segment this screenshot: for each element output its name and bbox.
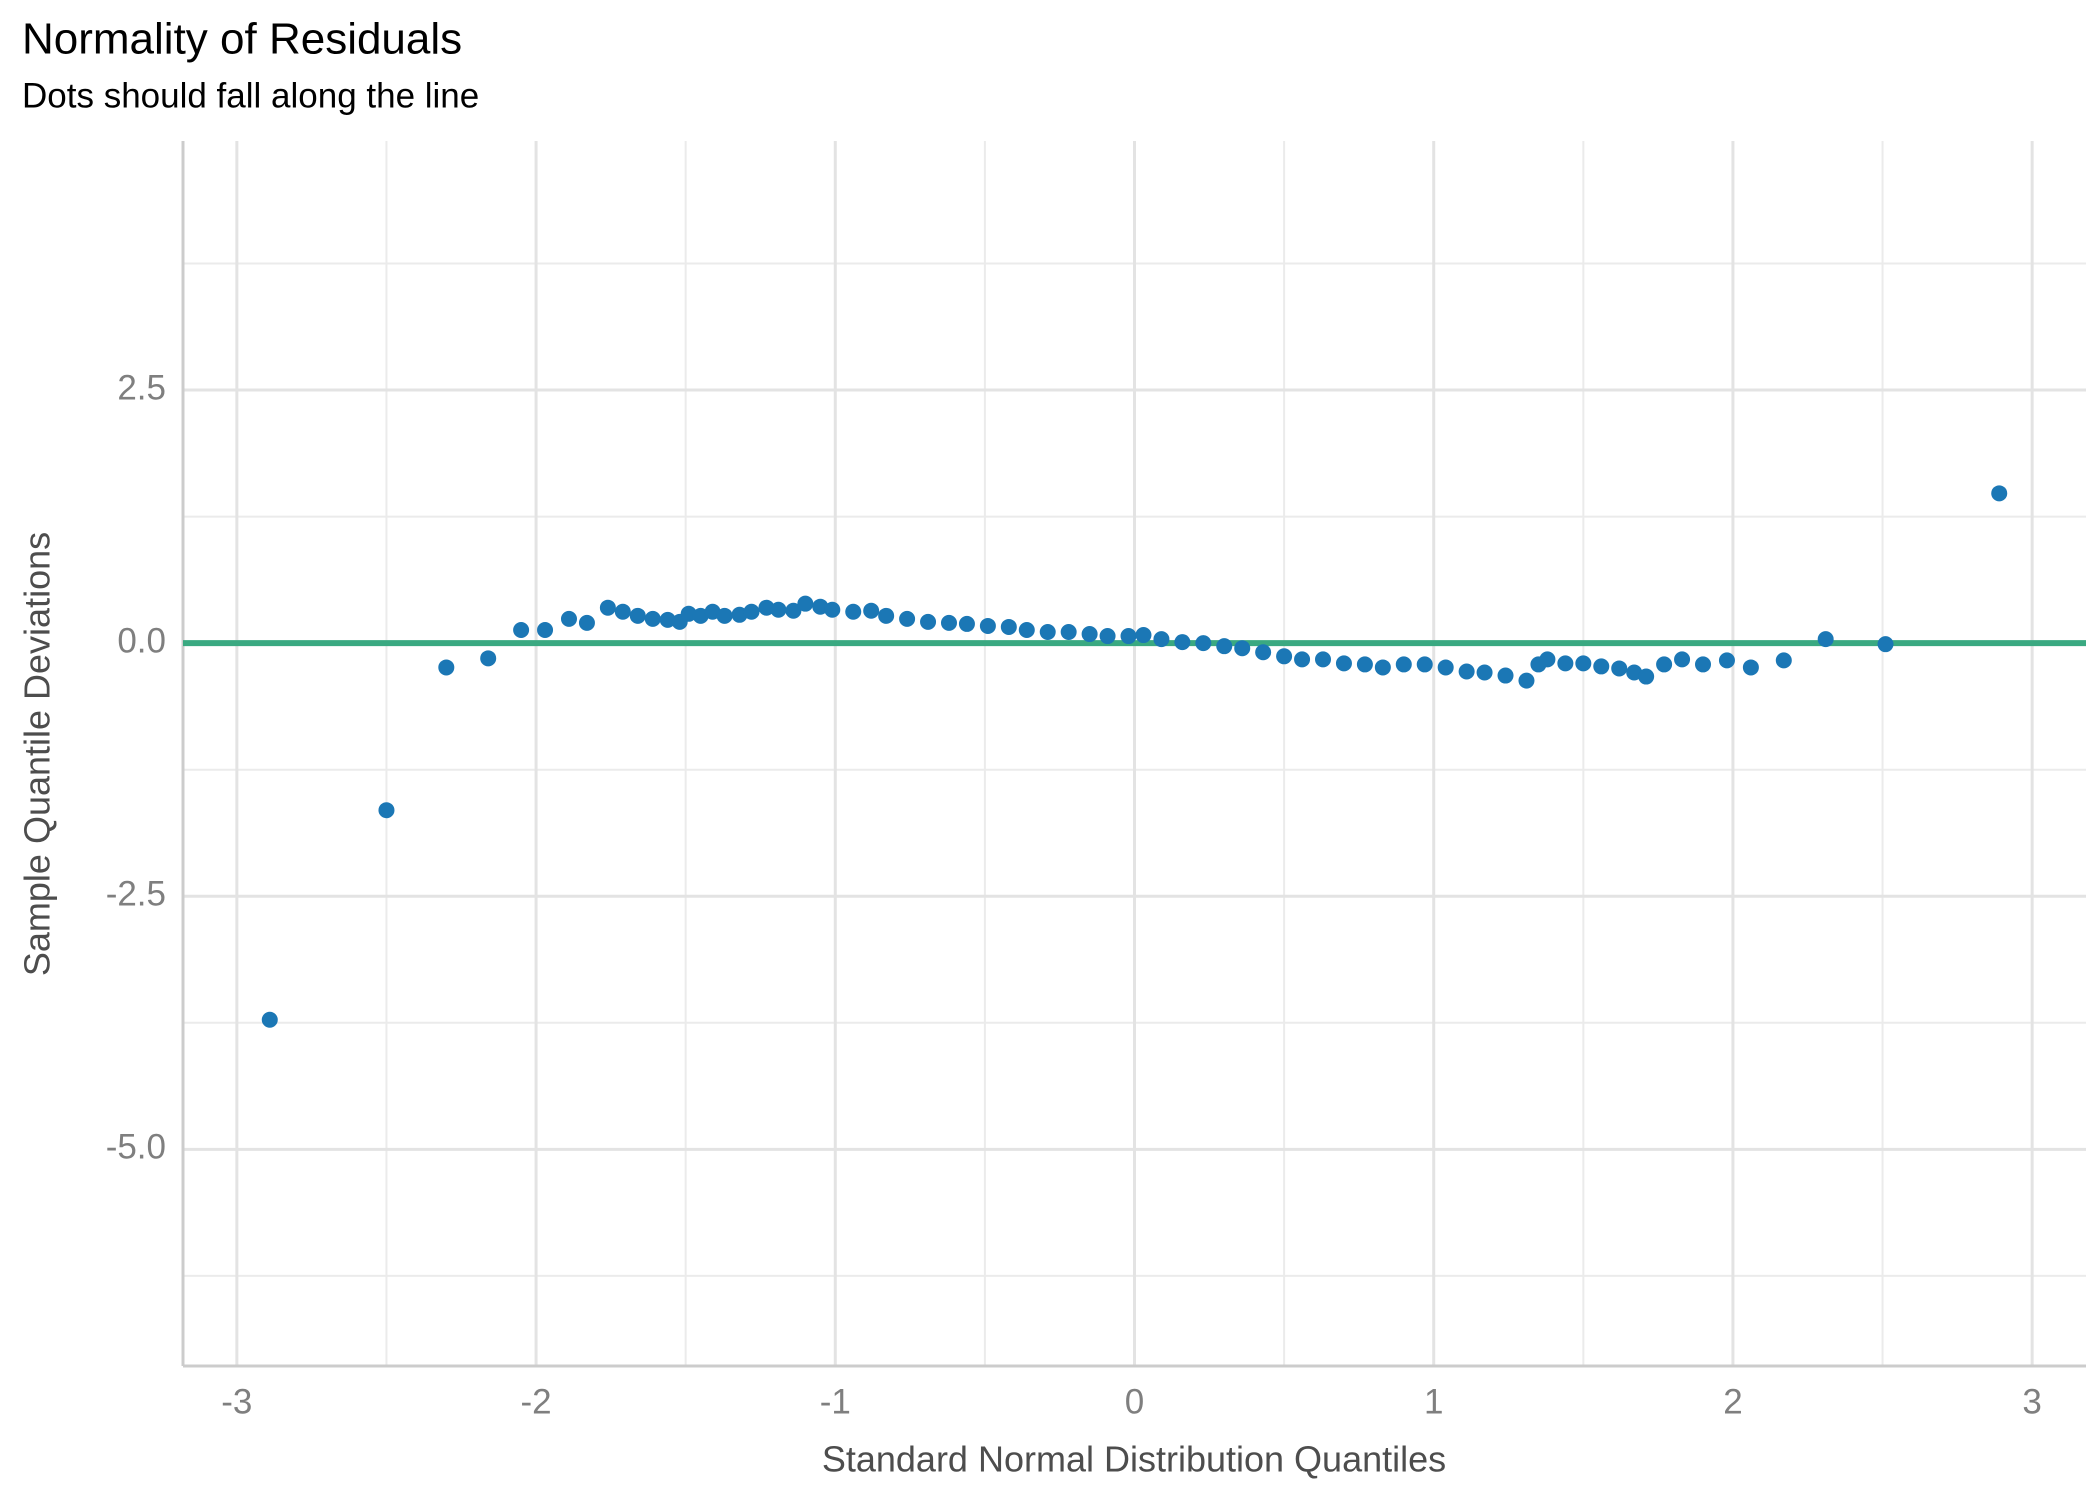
point [824,601,841,618]
point [920,613,937,630]
point [1060,624,1077,641]
point [1081,626,1098,643]
point [1593,658,1610,675]
point [1234,640,1251,657]
chart-subtitle: Dots should fall along the line [22,76,479,115]
point [1497,667,1514,684]
point [1611,660,1628,677]
point [1216,638,1233,655]
point [1437,659,1454,676]
point [1742,659,1759,676]
point [1695,656,1712,673]
y-tick-label: 2.5 [117,368,166,407]
point [878,607,895,624]
point [1120,628,1137,645]
point [979,617,996,634]
point [1335,655,1352,672]
point [1817,631,1834,648]
point [680,605,697,622]
point [1195,635,1212,652]
point [1775,652,1792,669]
point [1294,651,1311,668]
x-tick-label: 0 [1125,1382,1144,1421]
y-tick-label: 0.0 [117,621,166,660]
point [1039,624,1056,641]
point [560,610,577,627]
point [480,650,497,667]
point [1276,648,1293,665]
point [1174,634,1191,651]
point [758,599,775,616]
point [438,659,455,676]
point [863,602,880,619]
point [1356,656,1373,673]
point [1153,631,1170,648]
y-tick-label: -5.0 [106,1128,166,1167]
y-axis-title: Sample Quantile Deviations [17,532,58,976]
point [958,615,975,632]
point [1539,651,1556,668]
point [614,603,631,620]
point [1476,664,1493,681]
point [1000,618,1017,635]
point [731,606,748,623]
point [537,621,554,638]
x-tick-label: -3 [221,1382,252,1421]
point [1374,659,1391,676]
point [770,601,787,618]
point [899,610,916,627]
point [599,599,616,616]
point [1416,656,1433,673]
point [1674,651,1691,668]
chart-title: Normality of Residuals [22,15,462,64]
point [1518,672,1535,689]
point [1458,663,1475,680]
point [1877,636,1894,653]
x-tick-label: 2 [1723,1382,1742,1421]
x-tick-label: -1 [820,1382,851,1421]
point [1991,485,2008,502]
y-tick-label: -2.5 [106,874,166,913]
point [1018,621,1035,638]
point [1395,656,1412,673]
x-axis-title: Standard Normal Distribution Quantiles [822,1439,1446,1480]
point [1656,656,1673,673]
point [785,602,802,619]
point [845,603,862,620]
point [1135,627,1152,644]
point [1638,668,1655,685]
point [578,614,595,631]
point [743,603,760,620]
point [812,598,829,615]
point [716,607,733,624]
point [1575,655,1592,672]
point [378,802,395,819]
point [1718,652,1735,669]
point [644,610,661,627]
point [513,621,530,638]
x-tick-label: 1 [1424,1382,1443,1421]
point [1557,655,1574,672]
point [797,595,814,612]
point [261,1011,278,1028]
x-tick-label: -2 [521,1382,552,1421]
point [1099,628,1116,645]
point [940,614,957,631]
x-tick-label: 3 [2022,1382,2041,1421]
point [659,611,676,628]
point [629,607,646,624]
point [1255,644,1272,661]
point [1315,651,1332,668]
